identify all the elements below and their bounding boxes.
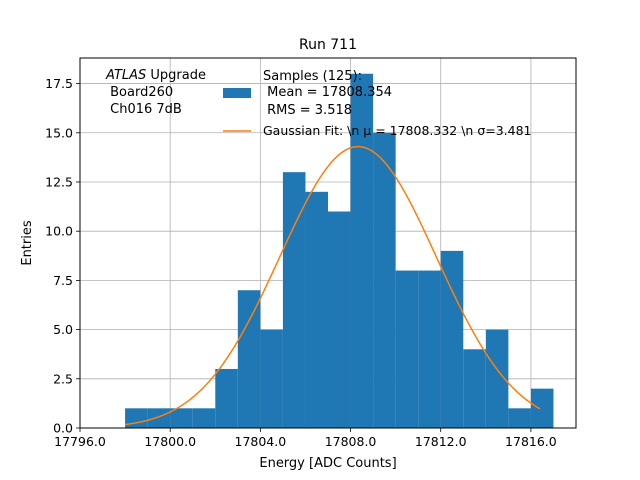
histogram-bar: [395, 270, 419, 428]
x-tick-label: 17816.0: [505, 434, 557, 449]
histogram-bar: [260, 329, 283, 428]
legend-label-samples-line3: RMS = 3.518: [263, 103, 352, 118]
x-tick-label: 17808.0: [325, 434, 377, 449]
histogram-bar: [530, 388, 554, 428]
legend-label-samples-line1: Samples (125):: [263, 69, 362, 84]
histogram-bar: [147, 408, 171, 428]
histogram-bar: [350, 73, 374, 428]
gaussian-fit-curve: [124, 145, 541, 426]
y-tick-label: 17.5: [45, 76, 73, 91]
histogram-bar: [508, 408, 531, 428]
legend-label-samples-line2: Mean = 17808.354: [263, 85, 392, 100]
board-label: Board260: [106, 85, 173, 100]
plot-frame: [79, 57, 577, 429]
channel-label: Ch016 7dB: [106, 102, 182, 117]
x-axis-ticks: 17796.0 17800.0 17804.0 17808.0 17812.0 17816…: [54, 428, 557, 449]
chart-title: Run 711: [299, 37, 357, 53]
atlas-label: ATLAS: [105, 68, 146, 83]
legend-patch-samples: [223, 88, 251, 98]
x-axis-label: Energy [ADC Counts]: [259, 456, 396, 471]
histogram-bar: [192, 408, 216, 428]
legend: Samples (125): Mean = 17808.354 RMS = 3.…: [223, 69, 532, 138]
fit-line: [124, 145, 541, 426]
histogram-bar: [125, 408, 148, 428]
histogram-bar: [237, 290, 261, 428]
x-tick-label: 17800.0: [144, 434, 196, 449]
svg-text:ATLAS Upgrade: ATLAS Upgrade: [105, 68, 206, 83]
x-tick-label: 17812.0: [415, 434, 467, 449]
atlas-annotation: ATLAS Upgrade Board260 Ch016 7dB: [105, 68, 206, 117]
y-tick-label: 15.0: [45, 125, 73, 140]
histogram-bar: [373, 132, 396, 428]
x-tick-label: 17804.0: [235, 434, 287, 449]
histogram-bar: [170, 408, 193, 428]
histogram-bar: [440, 250, 464, 428]
histogram-bar: [328, 211, 351, 428]
y-tick-label: 0.0: [53, 421, 73, 436]
histogram-bar: [215, 368, 238, 428]
histogram-bars: [125, 73, 554, 428]
y-axis-ticks: 0.0 2.5 5.0 7.5 10.0 12.5 15.0 17.5: [45, 76, 80, 436]
y-tick-label: 12.5: [45, 174, 73, 189]
y-tick-label: 7.5: [53, 273, 73, 288]
y-tick-label: 5.0: [53, 322, 73, 337]
y-tick-label: 10.0: [45, 224, 73, 239]
y-tick-label: 2.5: [53, 371, 73, 386]
histogram-bar: [485, 329, 509, 428]
histogram-bar: [463, 349, 486, 428]
legend-label-fit: Gaussian Fit: \n μ = 17808.332 \n σ=3.48…: [263, 123, 532, 138]
y-axis-label: Entries: [20, 220, 35, 266]
x-tick-label: 17796.0: [54, 434, 106, 449]
upgrade-label: Upgrade: [146, 68, 206, 83]
histogram-bar: [305, 191, 328, 428]
histogram-bar: [418, 270, 441, 428]
